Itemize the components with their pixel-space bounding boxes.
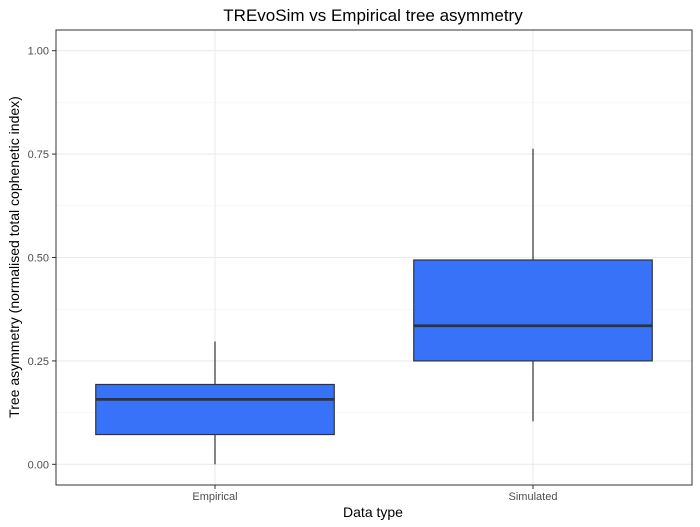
- y-tick-label: 0.50: [28, 253, 49, 265]
- y-tick-label: 0.00: [28, 459, 49, 471]
- y-tick-label: 0.75: [28, 149, 49, 161]
- y-tick-label: 1.00: [28, 46, 49, 58]
- chart-title: TREvoSim vs Empirical tree asymmetry: [223, 6, 523, 25]
- box-layer: [95, 148, 653, 465]
- y-tick-label: 0.25: [28, 356, 49, 368]
- x-tick-label: Simulated: [509, 491, 558, 503]
- box-empirical: [95, 341, 335, 465]
- y-tick-layer: 0.00 0.25 0.50 0.75 1.00: [28, 46, 56, 471]
- box-iqr: [95, 383, 335, 436]
- box-simulated: [413, 148, 653, 422]
- x-tick-layer: Empirical Simulated: [192, 485, 557, 503]
- x-tick-label: Empirical: [192, 491, 237, 503]
- x-axis-title: Data type: [343, 504, 403, 520]
- y-axis-title: Tree asymmetry (normalised total cophene…: [6, 96, 22, 418]
- box-iqr: [413, 259, 653, 362]
